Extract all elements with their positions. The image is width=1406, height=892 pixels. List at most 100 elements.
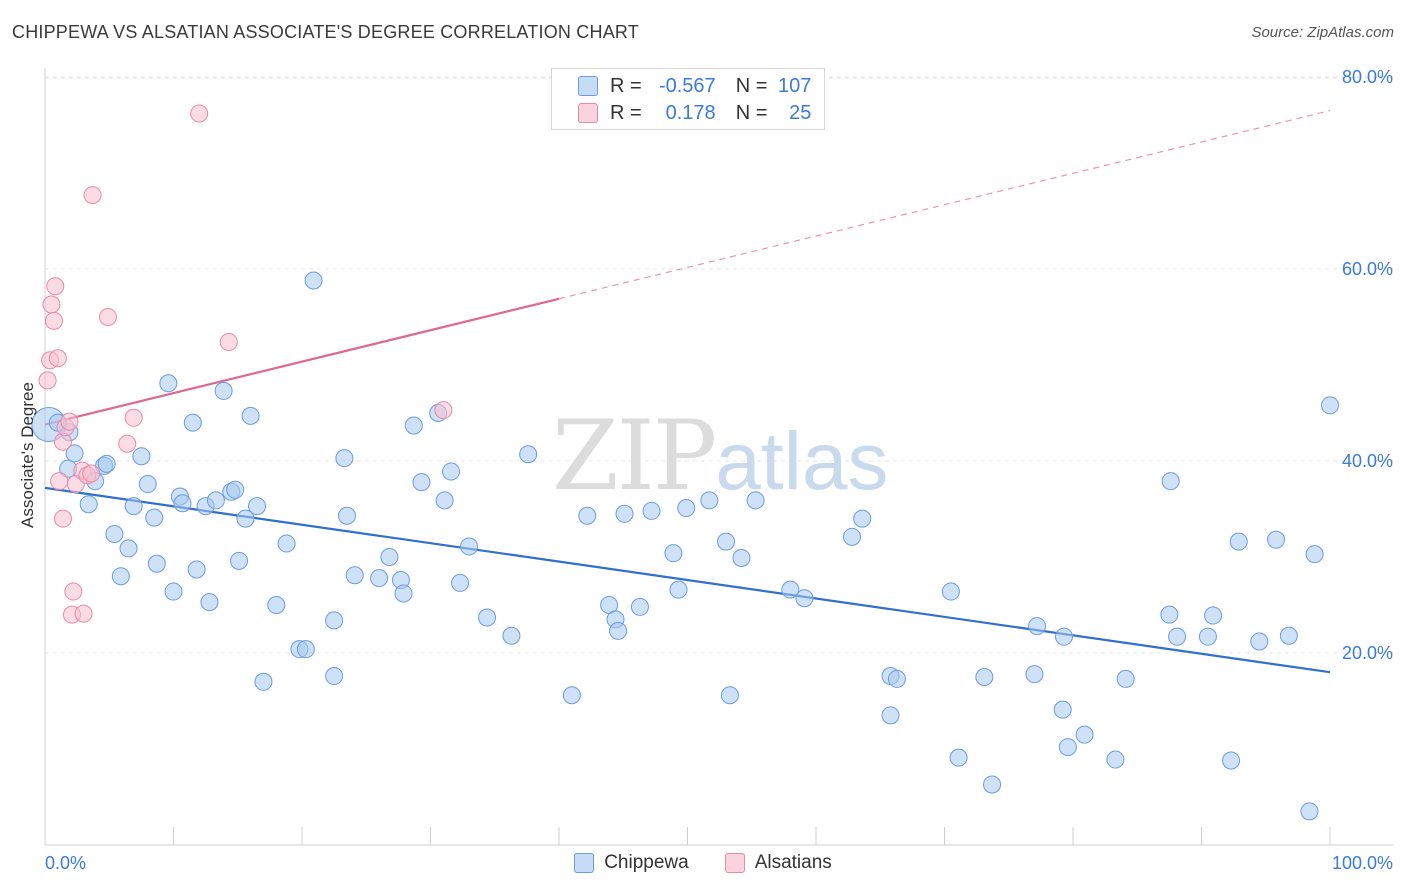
chippewa-point bbox=[132, 447, 151, 466]
x-tick-label-max: 100.0% bbox=[1332, 853, 1393, 873]
chippewa-point bbox=[200, 593, 219, 612]
chippewa-point bbox=[267, 596, 286, 614]
y-tick-label: 20.0% bbox=[1342, 643, 1393, 663]
chippewa-point bbox=[887, 669, 906, 688]
chippewa-point bbox=[732, 548, 751, 567]
alsatians-point bbox=[64, 582, 83, 601]
alsatians-point bbox=[50, 472, 69, 491]
chippewa-point bbox=[669, 580, 688, 599]
alsatians-points bbox=[38, 104, 453, 624]
chippewa-point bbox=[277, 534, 296, 553]
legend-item-chippewa[interactable]: Chippewa bbox=[574, 852, 689, 874]
chippewa-point bbox=[325, 667, 344, 686]
alsatians-trend-line bbox=[44, 110, 1331, 426]
x-tick-labels: 0.0% 100.0% bbox=[45, 853, 1393, 873]
chippewa-point bbox=[337, 506, 356, 525]
chippewa-point bbox=[1321, 396, 1339, 415]
chippewa-point bbox=[700, 491, 719, 510]
chippewa-point bbox=[345, 566, 364, 585]
chippewa-point bbox=[717, 532, 736, 551]
alsatians-point bbox=[38, 371, 57, 390]
chippewa-point bbox=[236, 509, 255, 528]
alsatians-point bbox=[98, 308, 117, 326]
chippewa-point bbox=[187, 560, 206, 579]
chippewa-point bbox=[781, 580, 800, 599]
chippewa-legend-swatch bbox=[574, 853, 595, 873]
alsatians-trend-dashed bbox=[558, 110, 1331, 300]
alsatians-trend-solid bbox=[44, 297, 560, 426]
y-axis-label: Associate's Degree bbox=[18, 382, 37, 528]
chippewa-point bbox=[1055, 627, 1074, 646]
chippewa-point bbox=[412, 473, 431, 492]
stats-legend: R = -0.567 N = 107 R = 0.178 N = 25 bbox=[551, 68, 825, 130]
chippewa-point bbox=[241, 406, 260, 425]
chippewa-point bbox=[1279, 626, 1298, 645]
r-label: R = bbox=[610, 74, 642, 97]
chippewa-point bbox=[677, 499, 696, 518]
chippewa-point bbox=[1204, 606, 1223, 625]
chippewa-point bbox=[941, 582, 960, 601]
chippewa-point bbox=[304, 271, 323, 290]
chippewa-point bbox=[1198, 627, 1217, 646]
chippewa-point bbox=[1250, 632, 1269, 651]
chippewa-point bbox=[124, 497, 143, 516]
chippewa-point bbox=[1305, 545, 1324, 564]
chippewa-point bbox=[451, 573, 470, 592]
chippewa-point bbox=[1025, 665, 1044, 684]
legend-item-alsatians[interactable]: Alsatians bbox=[724, 852, 832, 874]
chippewa-points bbox=[31, 271, 1339, 821]
chippewa-point bbox=[578, 506, 597, 525]
alsatians-point bbox=[42, 295, 61, 314]
chippewa-point bbox=[1300, 802, 1319, 821]
chippewa-point bbox=[664, 544, 683, 563]
chippewa-trend-line bbox=[44, 486, 1331, 674]
axes bbox=[44, 68, 1393, 846]
chippewa-point bbox=[65, 444, 84, 463]
chippewa-point bbox=[1053, 700, 1072, 719]
n-label: N = bbox=[735, 74, 768, 97]
chippewa-point bbox=[370, 569, 389, 588]
chippewa-point bbox=[435, 491, 454, 510]
chippewa-point bbox=[630, 597, 649, 616]
chippewa-point bbox=[1075, 725, 1094, 744]
chippewa-point bbox=[1161, 472, 1180, 491]
chippewa-point bbox=[1267, 530, 1286, 549]
alsatians-point bbox=[60, 412, 79, 431]
n-label: N = bbox=[735, 101, 768, 124]
chippewa-point bbox=[254, 672, 273, 691]
alsatians-point bbox=[74, 604, 93, 623]
stats-legend-row-alsatians: R = 0.178 N = 25 bbox=[578, 101, 811, 125]
chippewa-point bbox=[296, 640, 315, 659]
chippewa-trend-segment bbox=[44, 486, 1331, 674]
chippewa-point bbox=[147, 554, 166, 573]
alsatians-point bbox=[82, 464, 101, 483]
r-value: 0.178 bbox=[665, 101, 716, 124]
chippewa-point bbox=[230, 551, 249, 570]
chippewa-point bbox=[1106, 750, 1125, 769]
chippewa-swatch bbox=[578, 76, 598, 96]
chippewa-point bbox=[97, 454, 116, 473]
alsatians-swatch bbox=[578, 103, 598, 123]
chippewa-point bbox=[1028, 617, 1047, 636]
chippewa-point bbox=[615, 504, 634, 523]
chippewa-point bbox=[173, 494, 192, 513]
chippewa-point bbox=[380, 548, 399, 566]
y-tick-label: 40.0% bbox=[1342, 451, 1393, 471]
chippewa-point bbox=[442, 462, 461, 481]
legend-label-chippewa: Chippewa bbox=[604, 852, 689, 873]
n-value: 107 bbox=[778, 74, 812, 97]
chippewa-point bbox=[1229, 532, 1248, 551]
chippewa-point bbox=[1058, 738, 1077, 757]
r-label: R = bbox=[610, 101, 642, 124]
alsatians-point bbox=[124, 408, 143, 427]
chippewa-point bbox=[394, 584, 413, 603]
series-legend: Chippewa Alsatians bbox=[0, 852, 1406, 874]
chippewa-point bbox=[1168, 627, 1187, 646]
chippewa-point bbox=[853, 509, 872, 528]
chippewa-point bbox=[975, 668, 994, 686]
chippewa-point bbox=[325, 611, 344, 630]
alsatians-legend-swatch bbox=[724, 853, 745, 873]
alsatians-point bbox=[190, 104, 209, 123]
chippewa-point bbox=[79, 495, 98, 514]
